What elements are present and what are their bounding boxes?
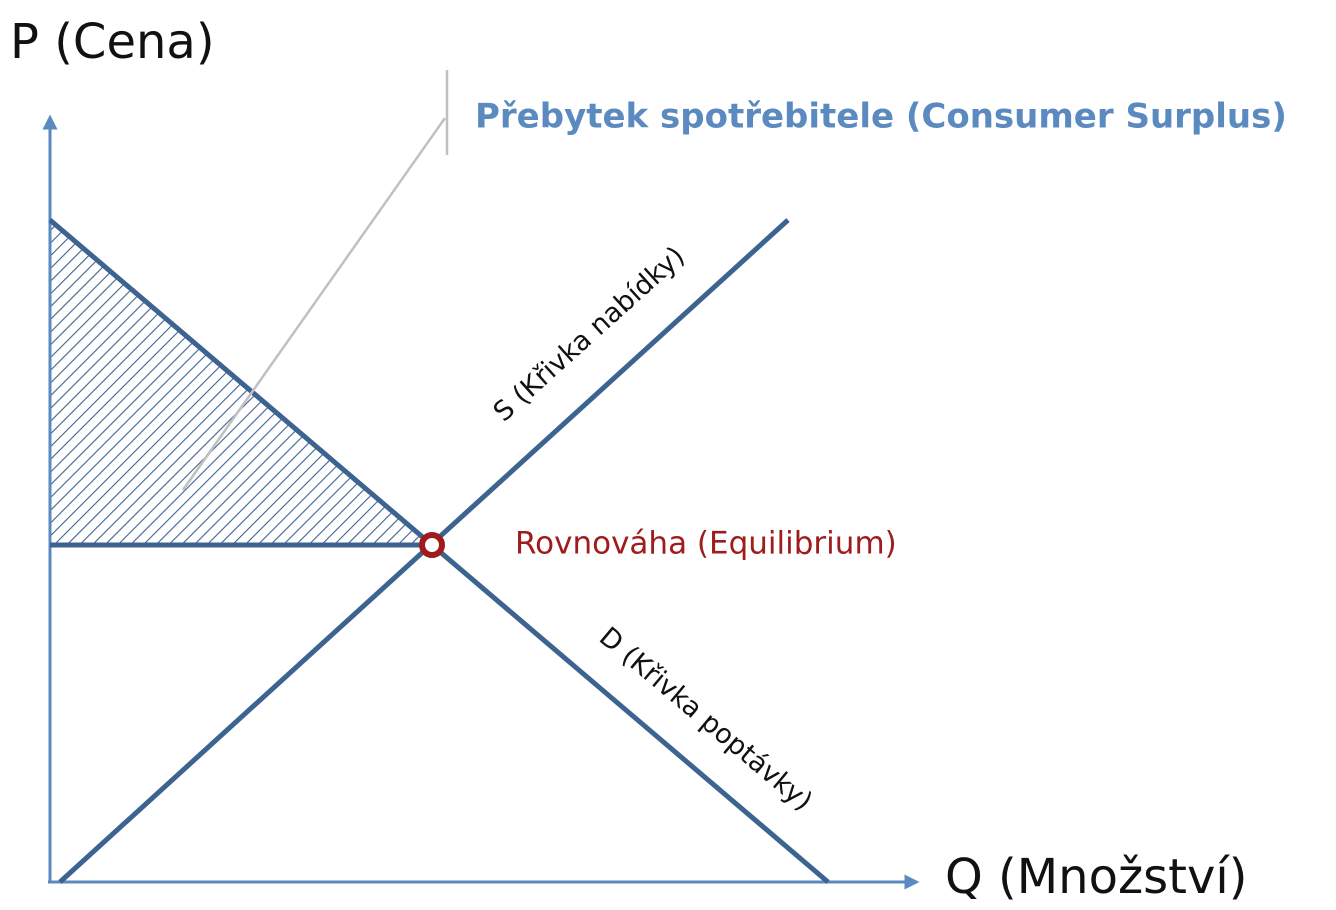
annotation: Přebytek spotřebitele (Consumer Surplus): [475, 97, 1287, 137]
demand-label: D (Křivka poptávky): [593, 621, 818, 817]
callout-line: [181, 117, 447, 491]
equilibrium-point: [419, 532, 445, 558]
x-axis-label: Q (Množství): [945, 849, 1247, 905]
equilibrium-label: Rovnováha (Equilibrium): [515, 526, 897, 562]
y-axis-label: P (Cena): [10, 14, 215, 70]
